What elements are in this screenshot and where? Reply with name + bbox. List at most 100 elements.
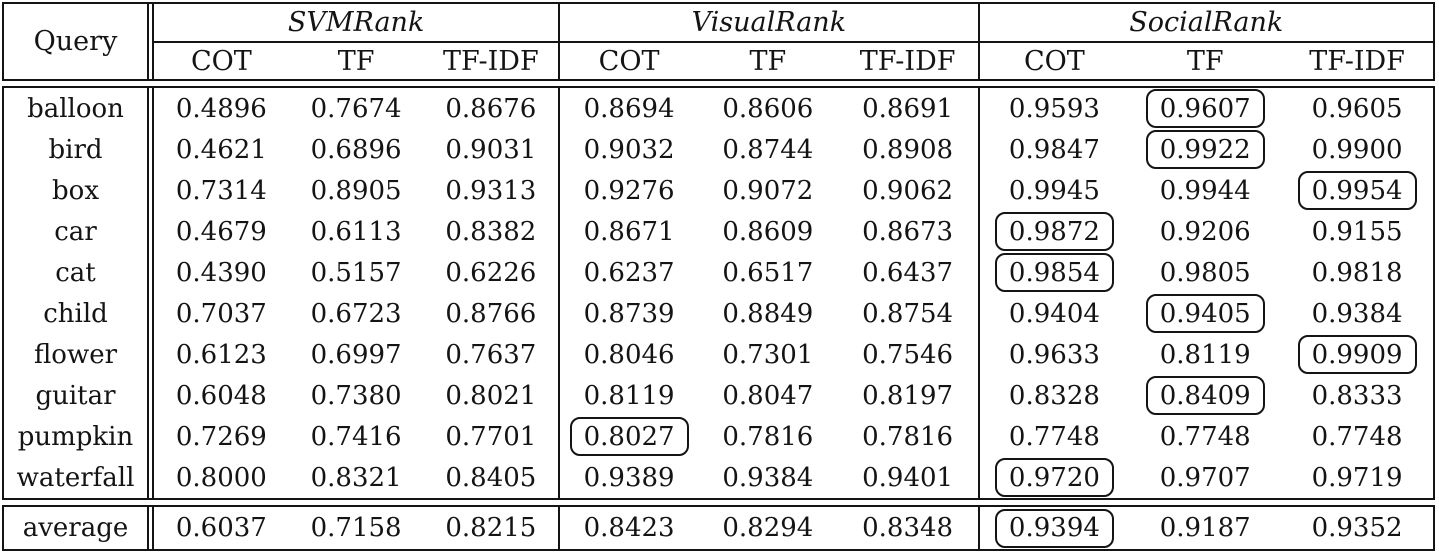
value-cell: 0.8046: [558, 334, 698, 375]
query-cell: cat: [4, 252, 154, 293]
value-cell: 0.9872: [977, 211, 1130, 252]
value-cell: 0.6226: [445, 257, 537, 288]
value-cell: 0.7380: [310, 380, 402, 411]
value-cell: 0.9719: [1311, 462, 1403, 493]
value-cell: 0.9404: [977, 293, 1130, 334]
value-cell: 0.6237: [558, 252, 698, 293]
value-cell: 0.9607: [1129, 88, 1281, 129]
value-cell: 0.8047: [722, 380, 814, 411]
value-cell: 0.8744: [722, 134, 814, 165]
value-cell: 0.8609: [722, 216, 814, 247]
value-cell: 0.9389: [558, 457, 698, 498]
value-cell: 0.8673: [862, 216, 954, 247]
query-cell: pumpkin: [4, 416, 154, 457]
value-cell: 0.7816: [722, 421, 814, 452]
best-value-box: 0.9909: [1297, 335, 1417, 374]
value-cell: 0.7701: [445, 421, 537, 452]
value-cell: 0.8215: [445, 513, 537, 543]
value-cell: 0.6437: [862, 257, 954, 288]
value-cell: 0.6997: [310, 339, 402, 370]
value-cell: 0.6896: [310, 134, 402, 165]
value-cell: 0.9854: [977, 252, 1130, 293]
value-cell: 0.7748: [977, 416, 1130, 457]
subheader-social-tf: TF: [1186, 45, 1224, 77]
value-cell: 0.9922: [1129, 129, 1281, 170]
value-cell: 0.8908: [862, 134, 954, 165]
value-cell: 0.8382: [445, 216, 537, 247]
subheader-visual-cot: COT: [558, 43, 698, 79]
table-body-section: balloon 0.4896 0.7674 0.8676 0.8694 0.8606 0.8…: [2, 86, 1435, 500]
value-cell: 0.8694: [558, 88, 698, 129]
value-cell: 0.9352: [1311, 513, 1403, 543]
value-cell: 0.7637: [445, 339, 537, 370]
query-cell: child: [4, 293, 154, 334]
value-cell: 0.7269: [175, 421, 267, 452]
value-cell: 0.8606: [722, 93, 814, 124]
value-cell: 0.9155: [1311, 216, 1403, 247]
group-header-svmrank: SVMRank: [154, 4, 559, 43]
query-cell: balloon: [4, 88, 154, 129]
value-cell: 0.8849: [722, 298, 814, 329]
value-cell: 0.7816: [862, 421, 954, 452]
query-cell: guitar: [4, 375, 154, 416]
value-cell: 0.9818: [1311, 257, 1403, 288]
value-cell: 0.8905: [310, 175, 402, 206]
query-cell: flower: [4, 334, 154, 375]
value-cell: 0.7748: [1159, 421, 1251, 452]
value-cell: 0.7301: [722, 339, 814, 370]
value-cell: 0.9187: [1159, 513, 1251, 543]
query-cell: car: [4, 211, 154, 252]
value-cell: 0.9944: [1159, 175, 1251, 206]
value-cell: 0.9945: [977, 170, 1130, 211]
group-header-visualrank: VisualRank: [558, 4, 978, 43]
value-cell: 0.6123: [175, 339, 267, 370]
value-cell: 0.9401: [862, 462, 954, 493]
query-cell: bird: [4, 129, 154, 170]
best-value-box: 0.9405: [1145, 294, 1265, 333]
subheader-svm-tf: TF: [337, 45, 375, 77]
best-value-box: 0.9854: [994, 253, 1114, 292]
value-cell: 0.7416: [310, 421, 402, 452]
value-cell: 0.8197: [862, 380, 954, 411]
best-value-box: 0.8027: [569, 417, 689, 456]
value-cell: 0.6037: [175, 513, 267, 543]
best-value-box: 0.9607: [1145, 89, 1265, 128]
value-cell: 0.4896: [175, 93, 267, 124]
value-cell: 0.8671: [558, 211, 698, 252]
subheader-svm-tfidf: TF-IDF: [442, 45, 539, 77]
value-cell: 0.6517: [722, 257, 814, 288]
value-cell: 0.8739: [558, 293, 698, 334]
value-cell: 0.9276: [558, 170, 698, 211]
value-cell: 0.9072: [722, 175, 814, 206]
value-cell: 0.9954: [1281, 170, 1433, 211]
value-cell: 0.9394: [977, 507, 1130, 549]
value-cell: 0.8119: [558, 375, 698, 416]
best-value-box: 0.9954: [1297, 171, 1417, 210]
value-cell: 0.6048: [175, 380, 267, 411]
value-cell: 0.4621: [175, 134, 267, 165]
value-cell: 0.8328: [977, 375, 1130, 416]
value-cell: 0.6723: [310, 298, 402, 329]
query-cell: waterfall: [4, 457, 154, 498]
value-cell: 0.9405: [1129, 293, 1281, 334]
group-header-socialrank: SocialRank: [977, 4, 1433, 43]
value-cell: 0.8333: [1311, 380, 1403, 411]
value-cell: 0.9707: [1159, 462, 1251, 493]
value-cell: 0.7546: [862, 339, 954, 370]
value-cell: 0.9847: [977, 129, 1130, 170]
subheader-svm-cot: COT: [190, 45, 252, 77]
value-cell: 0.8405: [445, 462, 537, 493]
value-cell: 0.9206: [1159, 216, 1251, 247]
value-cell: 0.9062: [862, 175, 954, 206]
best-value-box: 0.9394: [994, 508, 1114, 548]
best-value-box: 0.9720: [994, 458, 1114, 497]
value-cell: 0.4390: [175, 257, 267, 288]
value-cell: 0.9032: [558, 129, 698, 170]
value-cell: 0.8766: [445, 298, 537, 329]
value-cell: 0.8021: [445, 380, 537, 411]
value-cell: 0.7674: [310, 93, 402, 124]
best-value-box: 0.9872: [994, 212, 1114, 251]
value-cell: 0.9720: [977, 457, 1130, 498]
value-cell: 0.9384: [1311, 298, 1403, 329]
subheader-social-tfidf: TF-IDF: [1309, 45, 1405, 77]
